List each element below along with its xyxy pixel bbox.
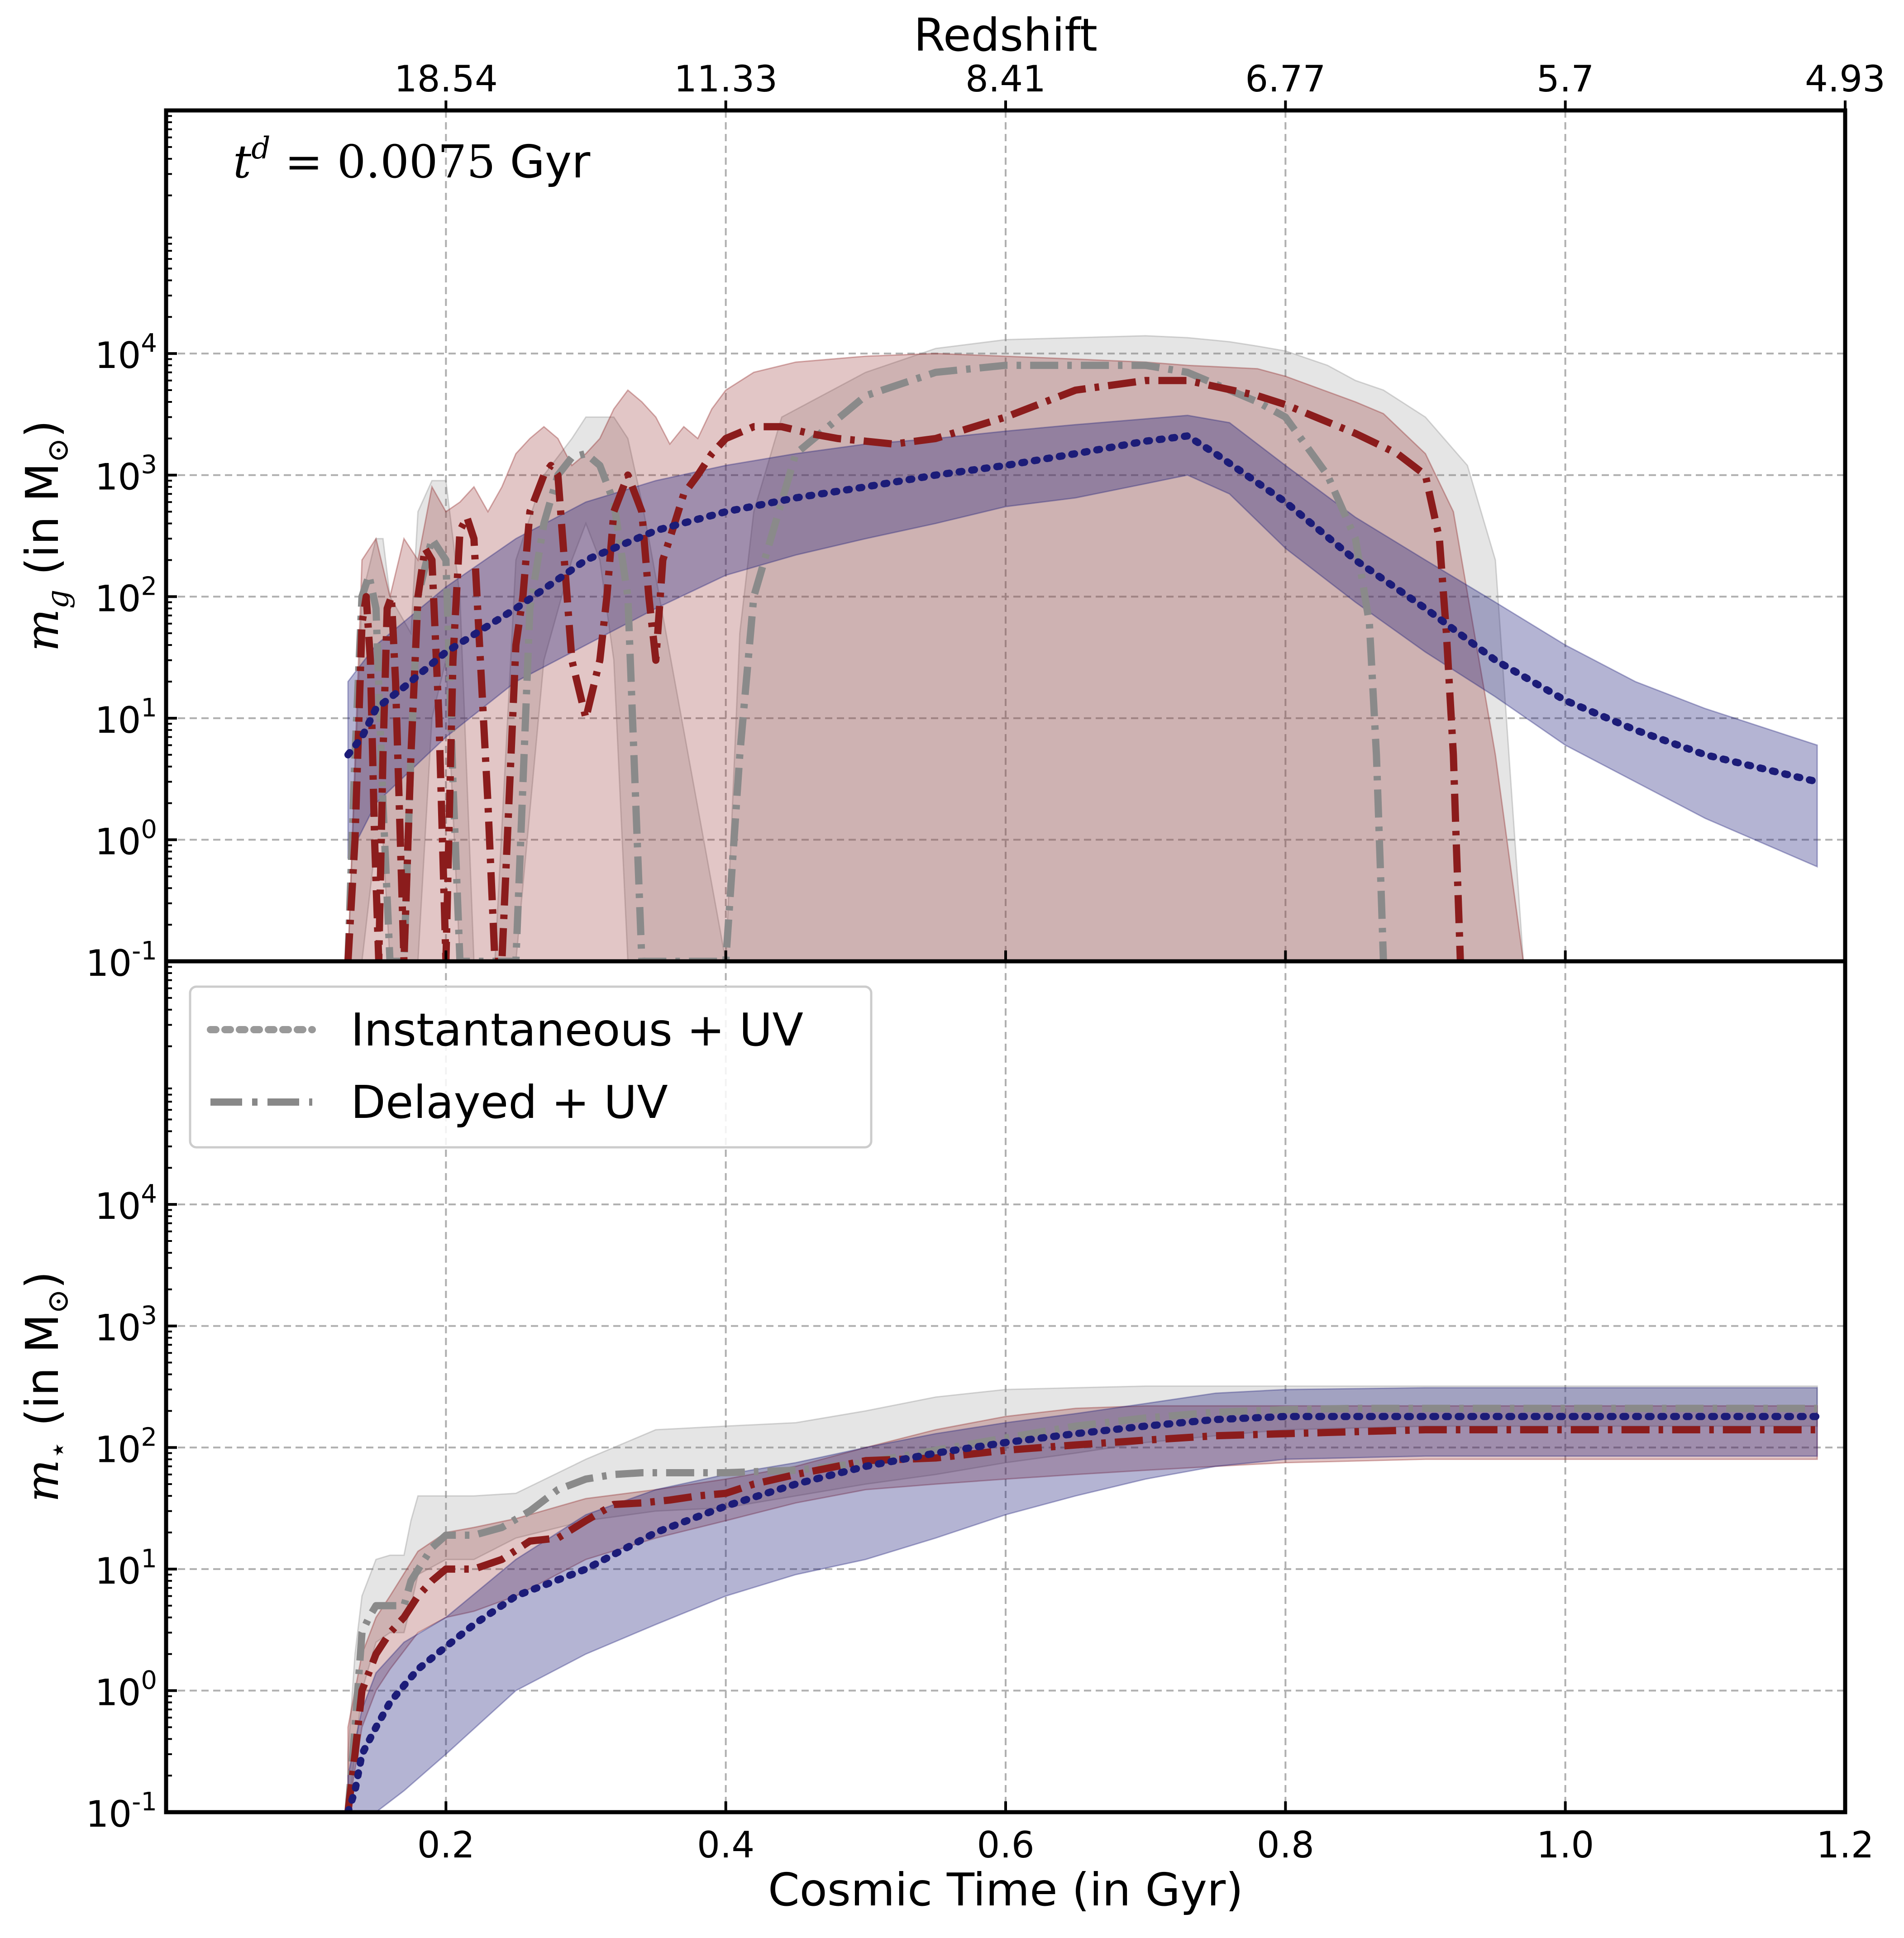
y-tick-exponent: -1 — [132, 1787, 157, 1817]
y-tick-exponent: -1 — [132, 936, 157, 966]
axis-ticks: 10-110010110210310410-11001011021031040.… — [86, 58, 1885, 1866]
y-tick-base: 10 — [95, 1428, 141, 1470]
annotation-unit: Gyr — [496, 135, 591, 188]
x-tick-label-0: 0.2 — [417, 1824, 475, 1866]
y-tick-label-0-5: 104 — [95, 329, 157, 377]
legend-label-delayed: Delayed + UV — [351, 1076, 668, 1129]
annotation-superscript: d — [251, 131, 270, 166]
gas-mass-y-label-symbol: m — [16, 609, 69, 652]
y-tick-exponent: 1 — [141, 1544, 157, 1574]
stellar-mass-y-axis-label: m⋆ (in M⊙) — [16, 1271, 75, 1503]
stellar-mass-y-label-unit: (in M — [16, 1314, 69, 1441]
stellar-mass-y-label-symbol: m — [16, 1459, 69, 1502]
y-tick-base: 10 — [86, 1793, 132, 1835]
gas-mass-y-label-unit: (in M — [16, 463, 69, 590]
annotation-value: = 0.0075 — [270, 135, 495, 188]
y-tick-base: 10 — [95, 334, 141, 377]
bottom-panel-grid — [166, 961, 1845, 1812]
gas-mass-line-darkred — [344, 377, 1464, 961]
y-tick-base: 10 — [95, 578, 141, 620]
top-axis-label: Redshift — [914, 9, 1098, 62]
gas-mass-band-navy — [347, 415, 1818, 868]
x-axis-label: Cosmic Time (in Gyr) — [768, 1863, 1243, 1916]
top-tick-label-5: 4.93 — [1805, 58, 1885, 100]
stellar-mass-line-darkred — [344, 1426, 1818, 1812]
top-tick-label-4: 5.7 — [1537, 58, 1594, 100]
y-tick-base: 10 — [95, 821, 141, 863]
y-tick-label-0-4: 103 — [95, 450, 157, 498]
x-tick-label-2: 0.6 — [977, 1824, 1034, 1866]
y-tick-label-1-5: 104 — [95, 1179, 157, 1227]
top-tick-label-3: 6.77 — [1245, 58, 1326, 100]
stellar-mass-y-label-subscript: ⋆ — [40, 1441, 75, 1459]
y-tick-exponent: 1 — [141, 693, 157, 723]
y-tick-base: 10 — [86, 942, 132, 984]
y-tick-label-1-4: 103 — [95, 1301, 157, 1349]
y-tick-label-0-2: 101 — [95, 693, 157, 741]
y-tick-base: 10 — [95, 1185, 141, 1227]
y-tick-exponent: 0 — [141, 1666, 157, 1695]
top-panel-grid — [166, 110, 1845, 961]
legend-label-instantaneous: Instantaneous + UV — [351, 1003, 803, 1056]
x-tick-label-3: 0.8 — [1257, 1824, 1314, 1866]
gas-mass-y-label-sun: ⊙ — [40, 438, 75, 463]
stellar-mass-y-label-close: ) — [16, 1271, 69, 1289]
top-tick-label-1: 11.33 — [674, 58, 778, 100]
y-tick-exponent: 3 — [141, 450, 157, 480]
y-tick-label-0-1: 100 — [95, 815, 157, 863]
gas-mass-y-label-close: ) — [16, 420, 69, 438]
stellar-mass-band-darkred — [347, 1405, 1818, 1812]
y-tick-label-1-3: 102 — [95, 1422, 157, 1470]
y-tick-base: 10 — [95, 1307, 141, 1349]
y-tick-exponent: 0 — [141, 815, 157, 844]
stellar-mass-line-gray — [344, 1404, 1818, 1812]
x-tick-label-1: 0.4 — [697, 1824, 754, 1866]
y-tick-base: 10 — [95, 1550, 141, 1592]
y-tick-exponent: 4 — [141, 1179, 157, 1209]
x-tick-label-5: 1.2 — [1816, 1824, 1874, 1866]
stellar-mass-band-navy — [347, 1387, 1818, 1812]
y-tick-label-0-0: 10-1 — [86, 936, 157, 984]
y-tick-exponent: 2 — [141, 1422, 157, 1452]
top-tick-label-2: 8.41 — [965, 58, 1046, 100]
legend: Instantaneous + UV Delayed + UV — [189, 985, 873, 1149]
x-tick-label-4: 1.0 — [1537, 1824, 1594, 1866]
y-tick-label-1-2: 101 — [95, 1544, 157, 1592]
delay-time-annotation: td = 0.0075 Gyr — [233, 131, 591, 188]
top-tick-label-0: 18.54 — [394, 58, 498, 100]
y-tick-label-1-0: 10-1 — [86, 1787, 157, 1835]
y-tick-label-0-3: 102 — [95, 572, 157, 620]
stellar-mass-y-label-sun: ⊙ — [40, 1289, 75, 1314]
gas-mass-y-label-subscript: g — [40, 590, 75, 609]
y-tick-exponent: 4 — [141, 329, 157, 358]
y-tick-base: 10 — [95, 1671, 141, 1714]
stellar-mass-line-navy — [344, 1413, 1821, 1812]
stellar-mass-plot-area — [344, 1385, 1821, 1812]
gas-mass-y-axis-label: mg (in M⊙) — [16, 420, 75, 651]
y-tick-exponent: 2 — [141, 572, 157, 601]
y-tick-label-1-1: 100 — [95, 1666, 157, 1714]
gas-mass-line-navy — [344, 432, 1821, 786]
y-tick-base: 10 — [95, 699, 141, 741]
y-tick-base: 10 — [95, 456, 141, 498]
y-tick-exponent: 3 — [141, 1301, 157, 1331]
legend-box — [189, 985, 873, 1149]
gas-mass-plot-area — [344, 335, 1821, 961]
annotation-symbol: t — [233, 135, 252, 188]
